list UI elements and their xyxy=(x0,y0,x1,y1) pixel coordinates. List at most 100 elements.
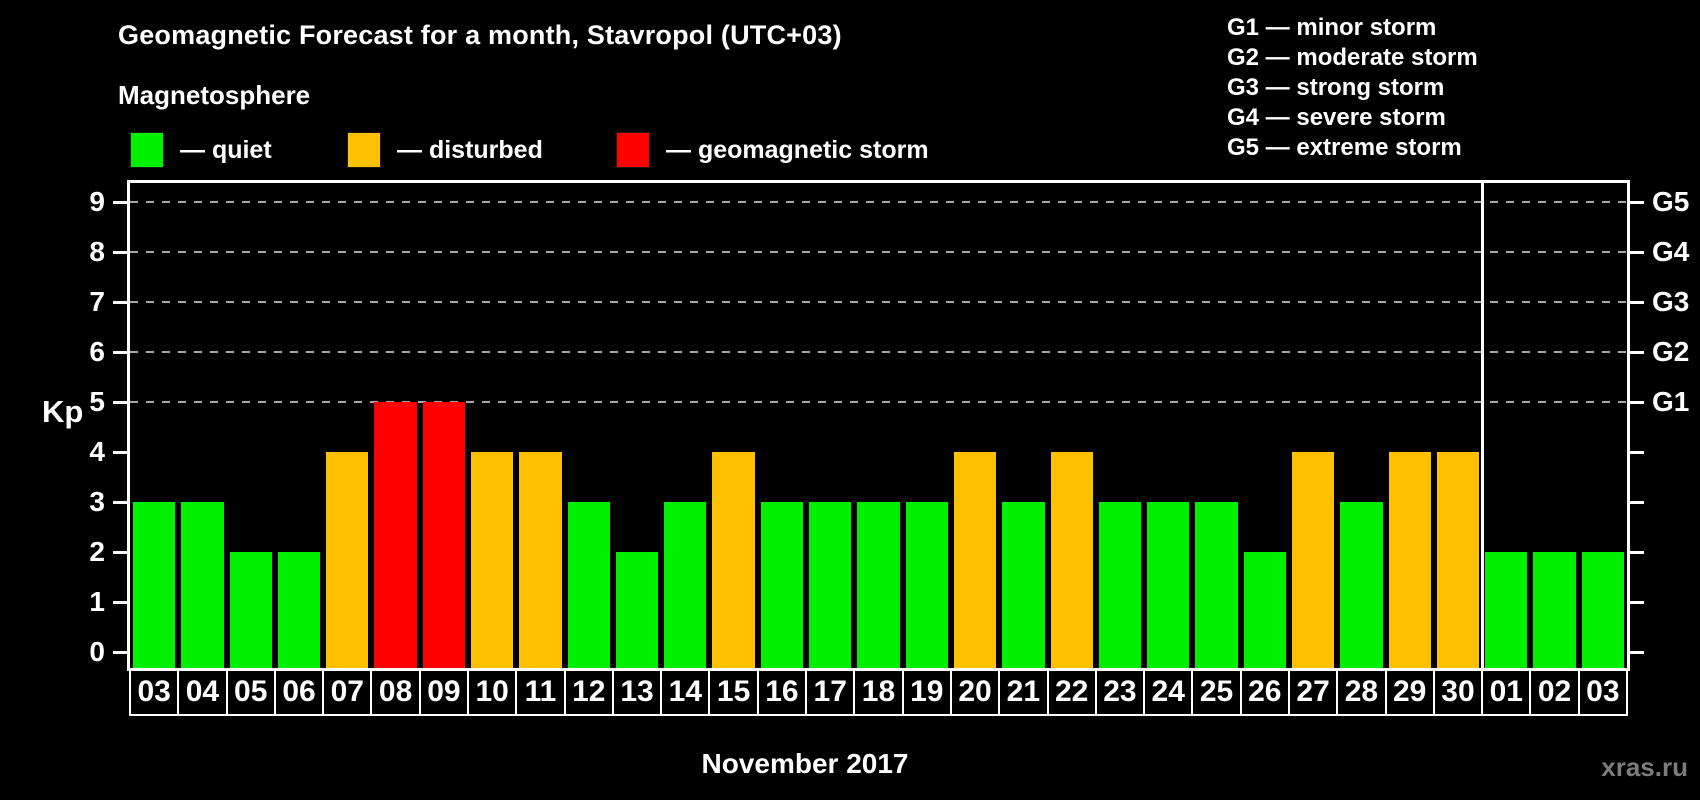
y-tick-right xyxy=(1630,351,1644,354)
legend-item-quiet: — quiet xyxy=(130,132,272,168)
y-tick-left xyxy=(113,501,127,504)
day-label: 26 xyxy=(1239,668,1290,716)
kp-bar-day-21 xyxy=(1002,502,1045,668)
kp-bar-day-02 xyxy=(1533,552,1576,668)
day-label: 12 xyxy=(563,668,614,716)
y-tick-label: 1 xyxy=(89,586,105,617)
g-level-label: G2 xyxy=(1652,336,1690,367)
y-tick-left xyxy=(113,601,127,604)
g-scale-legend-line: G4 — severe storm xyxy=(1227,104,1446,131)
kp-bar-day-28 xyxy=(1340,502,1383,668)
day-label: 02 xyxy=(1529,668,1580,716)
day-label: 16 xyxy=(756,668,808,716)
day-label: 11 xyxy=(515,668,566,716)
legend-label-disturbed: — disturbed xyxy=(397,135,543,164)
day-label: 09 xyxy=(418,668,470,716)
kp-bar-day-25 xyxy=(1195,502,1238,668)
g-level-label: G1 xyxy=(1652,386,1690,417)
kp-bar-day-20 xyxy=(953,452,997,668)
day-label: 29 xyxy=(1384,668,1435,716)
kp-bar-day-16 xyxy=(760,502,804,668)
g-scale-legend-line: G1 — minor storm xyxy=(1227,14,1437,41)
plot-area: 0 1 2 3 4 5 6 7 8 9 G1 G2 G3 G4 G5 03 04 05 06 07 08 09 10 11 12… xyxy=(89,180,1689,716)
y-tick-right xyxy=(1630,451,1644,454)
y-tick-label: 2 xyxy=(89,536,105,567)
g-scale-legend-line: G2 — moderate storm xyxy=(1227,44,1478,71)
day-label: 28 xyxy=(1336,668,1387,716)
day-label: 22 xyxy=(1046,668,1097,716)
y-tick-label: 3 xyxy=(89,486,105,517)
y-tick-label: 6 xyxy=(89,336,105,367)
kp-bar-day-24 xyxy=(1147,502,1190,668)
g-level-label: G3 xyxy=(1652,286,1690,317)
x-axis-title-month: November 2017 xyxy=(701,748,909,779)
day-label: 19 xyxy=(901,668,952,716)
day-label: 14 xyxy=(660,668,711,716)
kp-bar-day-13 xyxy=(615,552,659,668)
y-tick-right xyxy=(1630,401,1644,404)
gridline-kp5 xyxy=(130,401,1627,403)
day-label: 20 xyxy=(949,668,1001,716)
y-tick-left xyxy=(113,401,127,404)
day-label: 03 xyxy=(129,668,180,716)
day-label: 17 xyxy=(805,668,856,716)
kp-bar-day-23 xyxy=(1098,502,1142,668)
kp-bar-day-03 xyxy=(133,502,176,668)
day-label: 08 xyxy=(370,668,421,716)
day-label: 07 xyxy=(322,668,373,716)
kp-bar-day-22 xyxy=(1050,452,1093,668)
day-label: 23 xyxy=(1094,668,1146,716)
kp-bar-day-14 xyxy=(664,502,707,668)
y-tick-left xyxy=(113,201,127,204)
kp-bar-day-17 xyxy=(809,502,852,668)
y-tick-left xyxy=(113,301,127,304)
kp-bar-day-09 xyxy=(422,402,466,668)
day-label: 27 xyxy=(1287,668,1339,716)
kp-bar-day-19 xyxy=(905,502,948,668)
y-tick-left xyxy=(113,551,127,554)
storm-color-swatch xyxy=(616,132,650,168)
y-tick-left xyxy=(113,451,127,454)
y-tick-right xyxy=(1630,551,1644,554)
y-tick-label: 9 xyxy=(89,186,105,217)
gridline-kp8 xyxy=(130,251,1627,253)
kp-bar-day-01 xyxy=(1485,552,1528,668)
kp-bar-day-10 xyxy=(471,452,514,668)
watermark-xras: xras.ru xyxy=(1601,752,1688,782)
y-tick-right xyxy=(1630,251,1644,254)
kp-bar-day-07 xyxy=(326,452,369,668)
y-tick-left xyxy=(113,251,127,254)
month-separator-line xyxy=(1480,183,1484,668)
y-tick-label: 0 xyxy=(89,636,105,667)
kp-bar-day-04 xyxy=(181,502,224,668)
y-tick-left xyxy=(113,351,127,354)
y-tick-right xyxy=(1630,651,1644,654)
day-label: 01 xyxy=(1481,668,1532,716)
day-label: 05 xyxy=(225,668,276,716)
y-tick-right xyxy=(1630,601,1644,604)
kp-bar-day-08 xyxy=(374,402,417,668)
day-label: 18 xyxy=(853,668,904,716)
y-tick-label: 8 xyxy=(89,236,105,267)
y-tick-left xyxy=(113,651,127,654)
y-tick-right xyxy=(1630,301,1644,304)
kp-bar-day-06 xyxy=(277,552,321,668)
kp-bar-day-18 xyxy=(857,502,900,668)
disturbed-color-swatch xyxy=(347,132,381,168)
day-label: 30 xyxy=(1432,668,1484,716)
kp-bar-day-15 xyxy=(712,452,755,668)
day-label: 03 xyxy=(1577,668,1628,716)
g-scale-legend-line: G5 — extreme storm xyxy=(1227,134,1462,161)
kp-bar-day-29 xyxy=(1388,452,1431,668)
kp-bar-day-03 xyxy=(1581,552,1624,668)
gridline-kp7 xyxy=(130,301,1627,303)
gridline-kp6 xyxy=(130,351,1627,353)
magnetosphere-subtitle: Magnetosphere xyxy=(118,80,311,110)
y-axis-title-kp: Kp xyxy=(42,394,84,429)
day-label: 10 xyxy=(467,668,518,716)
legend-label-storm: — geomagnetic storm xyxy=(666,135,929,164)
y-tick-right xyxy=(1630,201,1644,204)
legend-item-storm: — geomagnetic storm xyxy=(616,132,929,168)
day-label: 04 xyxy=(177,668,228,716)
